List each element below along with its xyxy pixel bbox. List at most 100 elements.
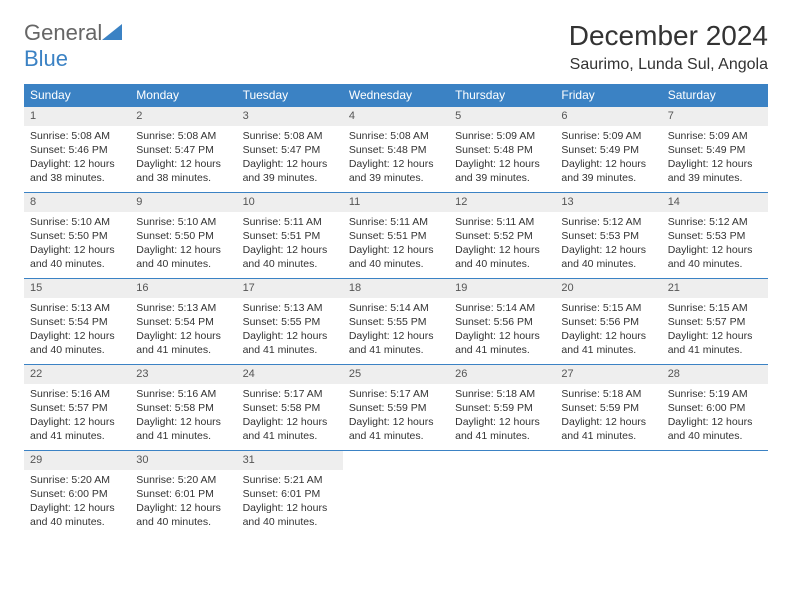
day-number: 25 (343, 365, 449, 384)
sunset-line: Sunset: 5:50 PM (136, 229, 230, 243)
day-cell (555, 451, 661, 537)
day-number: 4 (343, 107, 449, 126)
sunrise-line: Sunrise: 5:18 AM (561, 387, 655, 401)
day-cell: 6Sunrise: 5:09 AMSunset: 5:49 PMDaylight… (555, 107, 661, 193)
daylight-line: Daylight: 12 hours and 41 minutes. (668, 329, 762, 357)
day-number: 1 (24, 107, 130, 126)
day-cell: 5Sunrise: 5:09 AMSunset: 5:48 PMDaylight… (449, 107, 555, 193)
day-cell: 26Sunrise: 5:18 AMSunset: 5:59 PMDayligh… (449, 365, 555, 451)
day-cell: 19Sunrise: 5:14 AMSunset: 5:56 PMDayligh… (449, 279, 555, 365)
sunset-line: Sunset: 5:49 PM (668, 143, 762, 157)
day-cell: 17Sunrise: 5:13 AMSunset: 5:55 PMDayligh… (237, 279, 343, 365)
day-body: Sunrise: 5:08 AMSunset: 5:46 PMDaylight:… (24, 126, 130, 190)
day-body: Sunrise: 5:19 AMSunset: 6:00 PMDaylight:… (662, 384, 768, 448)
day-number: 8 (24, 193, 130, 212)
sunset-line: Sunset: 5:47 PM (243, 143, 337, 157)
day-cell: 2Sunrise: 5:08 AMSunset: 5:47 PMDaylight… (130, 107, 236, 193)
week-row: 22Sunrise: 5:16 AMSunset: 5:57 PMDayligh… (24, 365, 768, 451)
day-cell: 25Sunrise: 5:17 AMSunset: 5:59 PMDayligh… (343, 365, 449, 451)
sunrise-line: Sunrise: 5:10 AM (30, 215, 124, 229)
header: General Blue December 2024 Saurimo, Lund… (24, 20, 768, 74)
daylight-line: Daylight: 12 hours and 38 minutes. (30, 157, 124, 185)
sunset-line: Sunset: 5:58 PM (243, 401, 337, 415)
day-cell (662, 451, 768, 537)
day-body: Sunrise: 5:13 AMSunset: 5:54 PMDaylight:… (24, 298, 130, 362)
col-sunday: Sunday (24, 84, 130, 107)
day-number: 27 (555, 365, 661, 384)
daylight-line: Daylight: 12 hours and 39 minutes. (668, 157, 762, 185)
daylight-line: Daylight: 12 hours and 38 minutes. (136, 157, 230, 185)
col-monday: Monday (130, 84, 236, 107)
daylight-line: Daylight: 12 hours and 40 minutes. (243, 501, 337, 529)
sunrise-line: Sunrise: 5:08 AM (243, 129, 337, 143)
sunset-line: Sunset: 5:59 PM (561, 401, 655, 415)
day-number: 24 (237, 365, 343, 384)
sunset-line: Sunset: 6:01 PM (136, 487, 230, 501)
day-body: Sunrise: 5:21 AMSunset: 6:01 PMDaylight:… (237, 470, 343, 534)
day-body: Sunrise: 5:12 AMSunset: 5:53 PMDaylight:… (662, 212, 768, 276)
logo-text: General Blue (24, 20, 122, 72)
col-tuesday: Tuesday (237, 84, 343, 107)
sunrise-line: Sunrise: 5:08 AM (349, 129, 443, 143)
day-number: 23 (130, 365, 236, 384)
sunrise-line: Sunrise: 5:11 AM (349, 215, 443, 229)
day-body: Sunrise: 5:09 AMSunset: 5:48 PMDaylight:… (449, 126, 555, 190)
day-number: 28 (662, 365, 768, 384)
day-cell: 14Sunrise: 5:12 AMSunset: 5:53 PMDayligh… (662, 193, 768, 279)
daylight-line: Daylight: 12 hours and 41 minutes. (455, 329, 549, 357)
day-number: 12 (449, 193, 555, 212)
daylight-line: Daylight: 12 hours and 41 minutes. (349, 329, 443, 357)
daylight-line: Daylight: 12 hours and 39 minutes. (455, 157, 549, 185)
sunrise-line: Sunrise: 5:15 AM (561, 301, 655, 315)
day-body: Sunrise: 5:11 AMSunset: 5:52 PMDaylight:… (449, 212, 555, 276)
day-cell (449, 451, 555, 537)
daylight-line: Daylight: 12 hours and 41 minutes. (30, 415, 124, 443)
sunrise-line: Sunrise: 5:08 AM (136, 129, 230, 143)
day-cell: 10Sunrise: 5:11 AMSunset: 5:51 PMDayligh… (237, 193, 343, 279)
daylight-line: Daylight: 12 hours and 40 minutes. (243, 243, 337, 271)
day-cell: 27Sunrise: 5:18 AMSunset: 5:59 PMDayligh… (555, 365, 661, 451)
sunrise-line: Sunrise: 5:11 AM (455, 215, 549, 229)
sunset-line: Sunset: 5:59 PM (455, 401, 549, 415)
day-body: Sunrise: 5:09 AMSunset: 5:49 PMDaylight:… (662, 126, 768, 190)
sunrise-line: Sunrise: 5:08 AM (30, 129, 124, 143)
day-number: 15 (24, 279, 130, 298)
daylight-line: Daylight: 12 hours and 40 minutes. (136, 243, 230, 271)
col-thursday: Thursday (449, 84, 555, 107)
daylight-line: Daylight: 12 hours and 39 minutes. (561, 157, 655, 185)
day-number: 18 (343, 279, 449, 298)
day-number: 10 (237, 193, 343, 212)
day-cell: 21Sunrise: 5:15 AMSunset: 5:57 PMDayligh… (662, 279, 768, 365)
sunrise-line: Sunrise: 5:09 AM (561, 129, 655, 143)
sunrise-line: Sunrise: 5:14 AM (349, 301, 443, 315)
sunset-line: Sunset: 5:47 PM (136, 143, 230, 157)
day-number: 9 (130, 193, 236, 212)
sunset-line: Sunset: 5:58 PM (136, 401, 230, 415)
day-number: 3 (237, 107, 343, 126)
sunrise-line: Sunrise: 5:10 AM (136, 215, 230, 229)
day-body: Sunrise: 5:15 AMSunset: 5:57 PMDaylight:… (662, 298, 768, 362)
day-body: Sunrise: 5:10 AMSunset: 5:50 PMDaylight:… (24, 212, 130, 276)
day-number: 21 (662, 279, 768, 298)
daylight-line: Daylight: 12 hours and 41 minutes. (455, 415, 549, 443)
daylight-line: Daylight: 12 hours and 41 minutes. (243, 329, 337, 357)
day-cell: 8Sunrise: 5:10 AMSunset: 5:50 PMDaylight… (24, 193, 130, 279)
day-cell: 13Sunrise: 5:12 AMSunset: 5:53 PMDayligh… (555, 193, 661, 279)
week-row: 15Sunrise: 5:13 AMSunset: 5:54 PMDayligh… (24, 279, 768, 365)
daylight-line: Daylight: 12 hours and 40 minutes. (561, 243, 655, 271)
day-cell: 29Sunrise: 5:20 AMSunset: 6:00 PMDayligh… (24, 451, 130, 537)
day-body: Sunrise: 5:10 AMSunset: 5:50 PMDaylight:… (130, 212, 236, 276)
day-body: Sunrise: 5:17 AMSunset: 5:59 PMDaylight:… (343, 384, 449, 448)
day-number: 7 (662, 107, 768, 126)
sunset-line: Sunset: 6:01 PM (243, 487, 337, 501)
week-row: 29Sunrise: 5:20 AMSunset: 6:00 PMDayligh… (24, 451, 768, 537)
day-cell: 7Sunrise: 5:09 AMSunset: 5:49 PMDaylight… (662, 107, 768, 193)
sunset-line: Sunset: 5:52 PM (455, 229, 549, 243)
col-friday: Friday (555, 84, 661, 107)
day-body: Sunrise: 5:11 AMSunset: 5:51 PMDaylight:… (343, 212, 449, 276)
day-number: 30 (130, 451, 236, 470)
day-number: 5 (449, 107, 555, 126)
daylight-line: Daylight: 12 hours and 40 minutes. (30, 501, 124, 529)
sunset-line: Sunset: 5:55 PM (349, 315, 443, 329)
day-cell: 24Sunrise: 5:17 AMSunset: 5:58 PMDayligh… (237, 365, 343, 451)
